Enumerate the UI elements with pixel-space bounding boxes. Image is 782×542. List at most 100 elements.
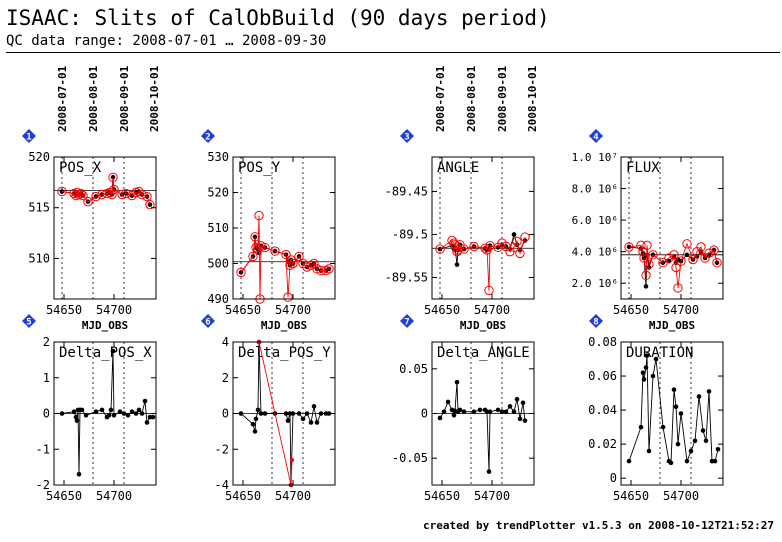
chart-title: DURATION [626,345,693,361]
y-tick-label: 0.04 [588,403,617,417]
data-point [459,244,469,254]
chart-title: POS_X [59,160,102,176]
plot-frame [620,156,724,300]
y-tick-label: 4 [222,335,229,349]
date-tick-label: 2008-08-01 [465,65,478,132]
data-point [514,396,520,402]
chart-number-badge [589,129,603,143]
y-tick-label: -89.45 [385,184,428,198]
y-tick-label: 0 [222,407,229,421]
data-point [76,471,82,477]
data-point [109,184,119,195]
data-point [133,411,139,416]
chart-number-label: 7 [404,318,409,328]
x-tick-label: 54650 [225,303,261,317]
data-point [74,418,80,423]
chart-1: 54650 54700 510 515 520 POS_X 1 MJD_OBS 2008-07-… [22,65,161,332]
data-point [512,236,522,247]
chart-number-badge [22,314,36,328]
data-point [641,270,651,281]
y-tick-label: 515 [28,201,50,215]
x-tick-label: 54700 [96,303,132,317]
y-tick-label: 510 [207,221,229,235]
y-tick-label: 520 [207,186,229,200]
chart-number-label: 2 [205,133,210,143]
data-point [78,190,88,201]
y-tick-label: -2 [215,442,229,456]
data-point [511,409,517,415]
data-point [253,416,259,422]
data-point [145,199,155,210]
data-point [480,243,490,253]
data-point [294,251,304,262]
x-tick-label: 54700 [663,303,699,317]
x-tick-label: 54650 [613,489,649,503]
data-point [684,252,690,258]
data-point [503,409,509,415]
data-point [668,460,674,466]
data-point [121,188,131,199]
data-point [285,260,295,270]
data-point [660,424,666,430]
data-point [511,232,517,237]
data-point [59,411,65,416]
date-tick-label: 2008-07-01 [434,65,447,132]
x-tick-label: 54650 [613,303,649,317]
y-tick-label: -4 [215,478,229,492]
y-tick-label: 6.0 10⁶ [572,214,618,227]
data-point [469,241,479,252]
data-point [74,189,84,200]
data-point [108,407,114,413]
data-point [477,407,483,413]
data-point [653,356,659,362]
chart-number-label: 1 [26,133,31,143]
page-title: ISAAC: Slits of CalObBuild (90 days peri… [6,6,550,30]
data-point [251,242,261,253]
y-tick-label: -0.05 [392,451,428,465]
x-axis-label: MJD_OBS [649,319,695,332]
chart-6: 54650 54700 -4 -2 0 2 4 Delta_POS_Y 6 [201,314,336,503]
data-point [304,411,310,416]
data-point [673,283,683,293]
chart-title: ANGLE [437,160,479,176]
data-point [72,187,82,198]
data-point [520,400,526,406]
data-point [641,377,647,382]
data-point [254,210,264,221]
plot-frame [431,156,535,300]
data-point [520,232,530,242]
data-point [643,365,649,370]
x-tick-label: 54650 [225,489,261,503]
data-point [136,407,142,413]
x-tick-label: 54700 [96,489,132,503]
data-point [137,189,147,200]
y-tick-label: 0.06 [588,369,617,383]
chart-number-label: 5 [26,318,31,328]
data-point [706,252,712,258]
data-point [636,240,646,251]
data-point [712,458,718,464]
data-point [673,404,679,409]
x-tick-label: 54700 [275,303,311,317]
data-point [57,186,67,197]
data-point [624,242,634,252]
y-tick-label: 8.0 10⁶ [572,183,618,196]
data-point [281,249,291,260]
data-point [106,412,112,418]
x-axis-label: MJD_OBS [460,319,506,332]
x-tick-label: 54700 [275,489,311,503]
date-tick-label: 2008-09-01 [118,65,131,132]
data-point [71,409,77,415]
header-divider [6,52,780,53]
chart-5: 54650 54700 -2 -1 0 1 2 Delta_POS_X 5 [22,314,157,503]
chart-4: 54650 54700 1.0 10⁷ 8.0 10⁶ 6.0 10⁶ 4.0 10⁶ 2.… [572,129,724,332]
data-point [643,284,649,289]
x-tick-label: 54650 [46,489,82,503]
data-point [454,379,460,385]
data-point [648,250,658,260]
data-point [108,172,118,182]
data-point [639,253,649,263]
y-tick-label: 490 [207,292,229,306]
data-point [471,409,477,415]
